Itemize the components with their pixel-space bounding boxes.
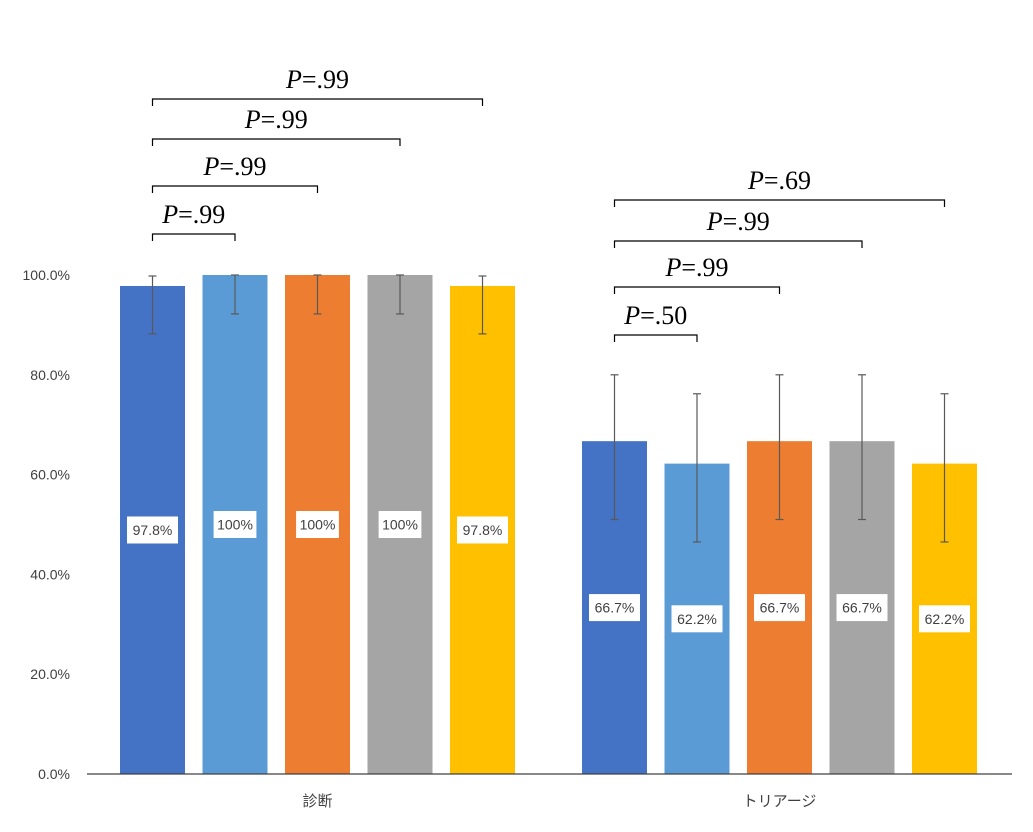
data-labels: 97.8% 66.7% 100% 62.2% 100% 66.7% 100% 66.7% 97.… [127,511,970,633]
data-label-box [836,594,888,622]
significance-bracket [151,185,319,193]
p-value-symbol: P [161,200,178,229]
significance-bracket [151,233,236,241]
p-value-symbol: P [244,105,261,134]
p-value-symbol: P [623,301,640,330]
data-label-box [671,605,723,633]
p-value-label: P=.99 [244,105,308,134]
significance-bracket [151,138,401,146]
data-label: 100% [300,517,336,533]
data-label-box [127,516,178,544]
p-value-symbol: P [285,65,302,94]
significance-bracket [613,334,698,342]
significance-bracket [613,286,781,294]
significance-annotations: P=.99P=.99P=.99P=.99P=.50P=.99P=.99P=.69 [151,65,946,342]
p-value-number: =.50 [640,301,687,330]
data-label: 66.7% [595,600,635,616]
p-value-label: P=.50 [623,301,687,330]
p-value-number: =.99 [681,253,728,282]
p-value-symbol: P [747,166,764,195]
p-value-label: P=.99 [202,152,266,181]
data-label-box [296,511,339,538]
data-label: 66.7% [760,600,800,616]
category-labels: 診断 トリアージ [302,792,816,810]
data-label: 100% [382,517,418,533]
data-label: 66.7% [842,600,882,616]
data-label-box [457,516,508,544]
significance-bracket [151,98,484,106]
p-value-number: =.99 [178,200,225,229]
data-label: 62.2% [677,611,717,627]
data-label-box [589,594,640,622]
p-value-symbol: P [706,207,723,236]
p-value-symbol: P [202,152,219,181]
error-bars [148,274,949,543]
p-value-number: =.69 [764,166,811,195]
significance-bracket [613,199,946,207]
data-label-box [213,511,257,538]
category-label: トリアージ [743,792,817,810]
y-tick-label: 100.0% [23,267,70,283]
y-tick-label: 0.0% [38,766,70,782]
data-label-box [754,594,805,622]
p-value-number: =.99 [261,105,308,134]
y-tick-label: 80.0% [30,367,70,383]
p-value-label: P=.69 [747,166,811,195]
data-label: 97.8% [463,522,503,538]
data-label-box [919,605,970,633]
p-value-number: =.99 [723,207,770,236]
y-axis-ticks: 0.0% 20.0% 40.0% 60.0% 80.0% 100.0% [23,267,70,782]
y-tick-label: 40.0% [30,566,70,582]
p-value-label: P=.99 [706,207,770,236]
y-tick-label: 60.0% [30,467,70,483]
data-label: 62.2% [925,611,965,627]
p-value-label: P=.99 [285,65,349,94]
p-value-number: =.99 [219,152,266,181]
p-value-number: =.99 [302,65,349,94]
y-tick-label: 20.0% [30,666,70,682]
significance-bracket [613,240,863,248]
data-label: 97.8% [133,522,173,538]
p-value-label: P=.99 [161,200,225,229]
data-label: 100% [217,517,253,533]
data-label-box [378,511,422,538]
p-value-label: P=.99 [664,253,728,282]
p-value-symbol: P [664,253,681,282]
category-label: 診断 [302,792,332,810]
